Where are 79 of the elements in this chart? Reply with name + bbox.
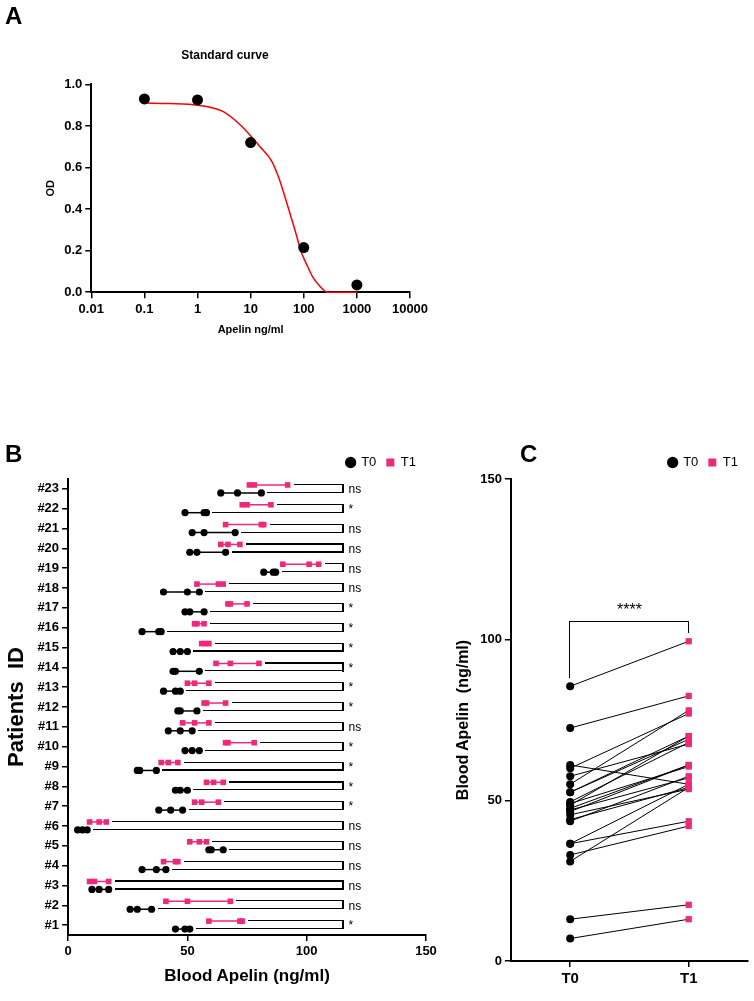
annotation: *: [348, 759, 354, 774]
y-tick-label: #14: [37, 658, 60, 674]
annotation: ns: [348, 819, 362, 834]
annotation: *: [348, 779, 354, 794]
x-tick-label: 0.1: [135, 300, 154, 316]
y-axis-title: OD: [43, 179, 56, 197]
annotation: ns: [348, 878, 362, 893]
x-axis-title: Apelin ng/ml: [217, 323, 284, 336]
y-tick-label: 0.6: [64, 159, 83, 175]
y-tick-label: 100: [480, 631, 502, 647]
y-tick-label: #15: [37, 639, 60, 655]
x-axis-title: Blood Apelin (ng/ml): [164, 966, 330, 986]
y-tick-label: 0.2: [64, 242, 83, 258]
y-tick-label: 0.4: [64, 200, 84, 216]
x-tick-label: 100: [292, 300, 315, 316]
y-tick-label: #11: [38, 718, 60, 734]
annotation: *: [348, 680, 354, 695]
annotation: *: [348, 502, 354, 517]
annotation: ns: [348, 581, 362, 596]
annotation: ns: [348, 521, 362, 536]
y-tick-label: #19: [37, 559, 60, 575]
y-axis-title: Blood Apelin (ng/ml): [454, 639, 472, 801]
y-tick-label: #9: [44, 758, 60, 774]
annotation: *: [348, 621, 354, 636]
y-tick-label: #18: [37, 579, 60, 595]
legend-label: T1: [722, 454, 738, 470]
y-tick-label: #13: [37, 678, 60, 694]
x-tick-label: 10: [243, 300, 258, 316]
legend-label: T0: [361, 454, 377, 470]
y-tick-label: #20: [37, 539, 60, 555]
annotation: ns: [348, 839, 362, 854]
y-tick-label: 150: [480, 470, 502, 486]
legend-label: T0: [683, 454, 699, 470]
x-tick-label: 150: [415, 943, 437, 959]
y-tick-label: #3: [44, 877, 60, 893]
y-tick-label: #1: [44, 916, 60, 932]
annotation: ns: [348, 898, 362, 913]
x-tick-label: 1: [193, 300, 202, 316]
legend-label: T1: [400, 454, 416, 470]
annotation: ****: [616, 600, 642, 618]
y-tick-label: #16: [37, 619, 60, 635]
y-tick-label: #12: [37, 698, 60, 714]
y-tick-label: #6: [44, 817, 60, 833]
y-axis-title: Patients ID: [3, 647, 29, 767]
x-tick-label: 1000: [342, 300, 372, 316]
text: C: [520, 440, 538, 468]
annotation: *: [348, 640, 354, 655]
annotation: *: [348, 601, 354, 616]
y-tick-label: #23: [37, 480, 60, 496]
y-tick-label: #17: [37, 599, 60, 615]
y-tick-label: #8: [44, 777, 60, 793]
annotation: ns: [348, 858, 362, 873]
y-tick-label: #22: [37, 500, 60, 516]
annotation: ns: [348, 482, 362, 497]
annotation: *: [348, 700, 354, 715]
annotation: ns: [348, 561, 362, 576]
text: A: [5, 2, 23, 30]
x-tick-label: 50: [180, 943, 195, 959]
y-tick-label: #7: [44, 797, 60, 813]
y-tick-label: 1.0: [64, 75, 83, 91]
text: B: [5, 440, 23, 468]
y-tick-label: #4: [44, 857, 60, 873]
annotation: *: [348, 799, 354, 814]
annotation: *: [348, 918, 354, 933]
annotation: *: [348, 660, 354, 675]
x-tick-label: 10000: [391, 300, 429, 316]
y-tick-label: #2: [44, 896, 60, 912]
x-tick-label: 100: [295, 943, 318, 959]
annotation: ns: [348, 720, 362, 735]
y-tick-label: #5: [44, 837, 60, 853]
annotation: *: [348, 739, 354, 754]
annotation: ns: [348, 541, 362, 556]
y-tick-label: 0.8: [64, 117, 83, 133]
y-tick-label: #10: [37, 738, 60, 754]
chart-title: Standard curve: [181, 47, 269, 62]
y-tick-label: 0.0: [64, 283, 83, 299]
y-tick-label: #21: [37, 520, 60, 536]
y-tick-label: 50: [487, 791, 502, 807]
x-tick-label: 0.01: [78, 300, 104, 316]
